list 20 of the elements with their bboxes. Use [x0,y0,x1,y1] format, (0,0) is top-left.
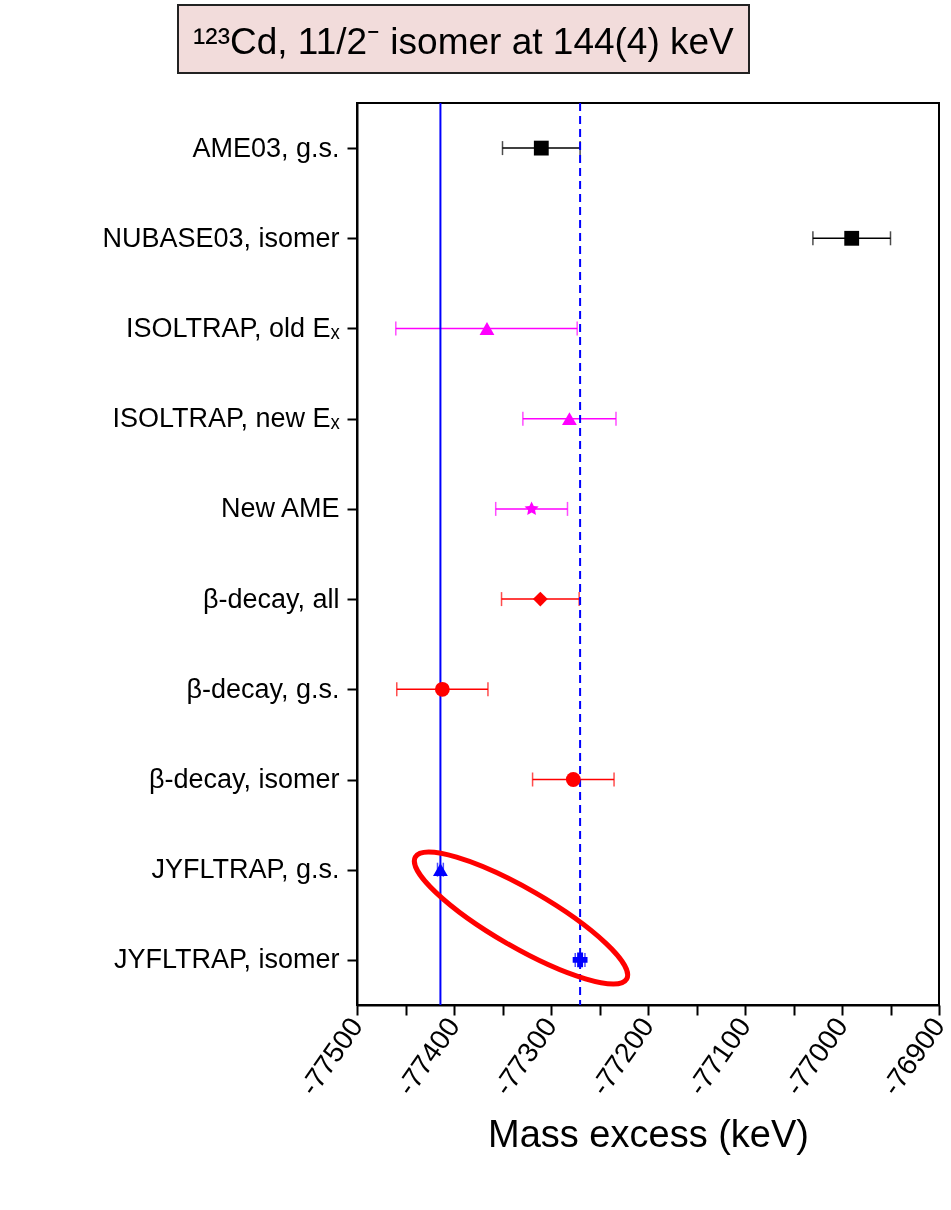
y-tick-label: ISOLTRAP, new Eₓ [112,403,340,434]
point [524,501,539,515]
y-tick-label: ISOLTRAP, old Eₓ [126,313,340,343]
y-tick-label: JYFLTRAP, isomer [113,944,340,975]
y-tick-label: β-decay, all [202,583,340,614]
point [479,322,495,335]
y-tick-label: NUBASE03, isomer [102,222,340,253]
y-tick-label: New AME [220,493,340,524]
y-tick-label: β-decay, isomer [148,764,340,794]
point [562,412,577,426]
point [565,772,581,787]
point [844,230,860,246]
y-tick-label: JYFLTRAP, g.s. [151,854,340,885]
point [532,591,548,607]
point [434,681,450,697]
x-axis-title: Mass excess (keV) [488,1112,809,1155]
y-tick-label: β-decay, g.s. [186,673,340,704]
y-tick-label: AME03, g.s. [192,132,340,163]
chart-title: ¹²³Cd, 11/2⁻ isomer at 144(4) keV [177,4,750,74]
point [533,140,549,156]
